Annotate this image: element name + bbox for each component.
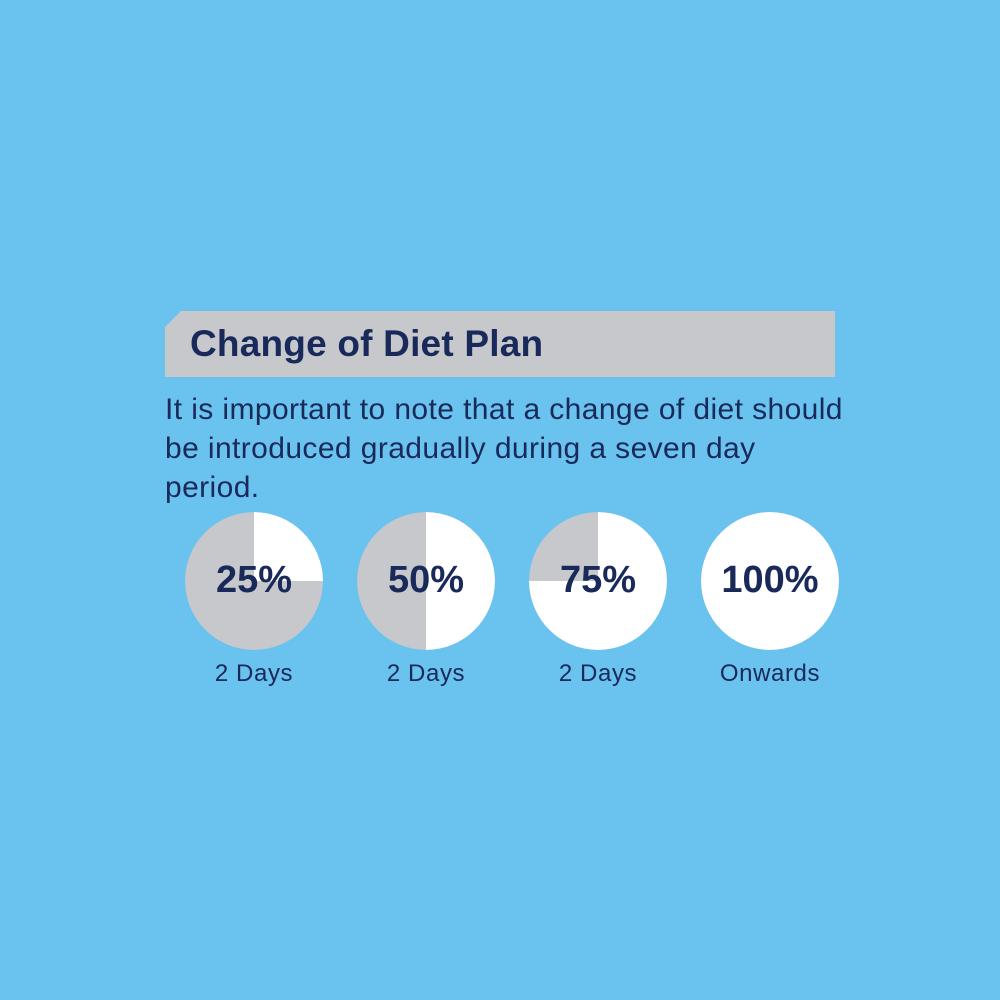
step-4: 100% Onwards <box>681 510 861 700</box>
step-1: 25% 2 Days <box>165 510 345 700</box>
title-banner: Change of Diet Plan <box>165 311 835 377</box>
pie-svg <box>701 512 839 650</box>
pie-filled-slice <box>254 512 323 581</box>
percent-label: 25% <box>215 559 293 601</box>
pie-svg <box>357 512 495 650</box>
step-2: 50% 2 Days <box>337 510 517 700</box>
diet-steps: 25% 2 Days 50% 2 Days 75% 2 Days 100% On… <box>165 510 845 700</box>
pie-filled-slice <box>701 512 839 650</box>
pie-chart: 25% <box>185 512 323 650</box>
pie-chart: 100% <box>701 512 839 650</box>
step-3: 75% 2 Days <box>509 510 689 700</box>
pie-chart: 75% <box>529 512 667 650</box>
duration-label: Onwards <box>719 660 821 687</box>
pie-filled-slice <box>426 512 495 650</box>
duration-label: 2 Days <box>386 660 466 687</box>
page-title: Change of Diet Plan <box>190 323 544 364</box>
duration-label: 2 Days <box>214 660 294 687</box>
intro-text: It is important to note that a change of… <box>165 393 843 504</box>
duration-label: 2 Days <box>558 660 638 687</box>
pie-svg <box>185 512 323 650</box>
pie-svg <box>529 512 667 650</box>
pie-filled-slice <box>529 512 667 650</box>
percent-label: 50% <box>387 559 465 601</box>
pie-chart: 50% <box>357 512 495 650</box>
percent-label: 100% <box>721 559 819 601</box>
percent-label: 75% <box>559 559 637 601</box>
